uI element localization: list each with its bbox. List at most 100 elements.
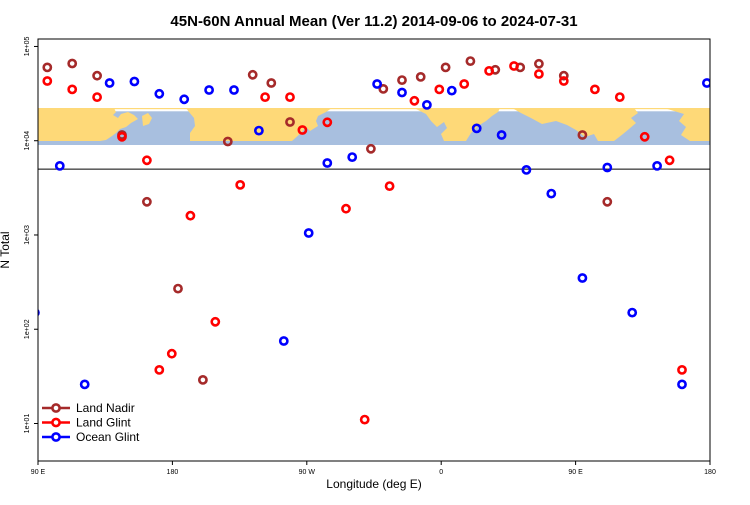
- series-land-glint: [42, 61, 687, 425]
- map-band-top-edge: [38, 108, 710, 110]
- data-point: [67, 84, 78, 95]
- x-tick-label: 90 E: [31, 469, 46, 476]
- data-point: [728, 78, 735, 85]
- data-point: [92, 92, 102, 102]
- data-point: [322, 117, 333, 128]
- data-point: [702, 78, 710, 88]
- data-point: [253, 125, 264, 136]
- data-point: [322, 158, 333, 168]
- data-point: [446, 85, 457, 96]
- data-point: [521, 164, 532, 175]
- data-point: [285, 117, 295, 127]
- data-point: [278, 336, 289, 346]
- data-point: [677, 364, 687, 375]
- data-points: [38, 56, 735, 425]
- chart-title: 45N-60N Annual Mean (Ver 11.2) 2014-09-0…: [170, 13, 577, 30]
- data-point: [247, 69, 258, 80]
- data-point: [465, 56, 476, 66]
- data-point: [260, 92, 270, 102]
- world-map-band: [38, 108, 710, 145]
- data-point: [397, 75, 407, 85]
- data-point: [577, 273, 588, 283]
- data-point: [577, 130, 588, 140]
- y-tick-label: 1e+04: [24, 131, 31, 151]
- data-point: [92, 70, 102, 81]
- map-landmass-north-america: [186, 108, 332, 141]
- data-point: [409, 95, 420, 106]
- data-point: [664, 155, 675, 166]
- data-point: [204, 85, 214, 95]
- data-point: [546, 188, 557, 199]
- data-point: [303, 228, 314, 238]
- y-tick-label: 1e+05: [24, 37, 31, 57]
- data-point: [141, 155, 152, 166]
- plot-frame: [37, 38, 711, 462]
- data-point: [459, 79, 470, 89]
- data-point: [347, 152, 358, 162]
- data-point: [154, 364, 165, 375]
- data-point: [235, 179, 246, 190]
- legend-entry: Land Nadir: [76, 401, 135, 415]
- map-landmass-east-asia: [142, 113, 152, 126]
- data-point: [67, 58, 78, 69]
- data-point: [534, 58, 544, 69]
- series-ocean-glint: [38, 76, 735, 390]
- data-point: [359, 414, 370, 425]
- data-point: [154, 88, 165, 99]
- data-point: [421, 100, 432, 110]
- map-landmass-europe: [414, 108, 500, 141]
- y-tick-label: 1e+01: [24, 414, 31, 434]
- data-point: [285, 92, 295, 102]
- data-point: [197, 374, 208, 385]
- data-point: [602, 196, 613, 207]
- data-point: [384, 181, 395, 191]
- x-tick-label: 90 W: [299, 469, 316, 476]
- data-point: [179, 94, 190, 105]
- legend-marker: [51, 432, 61, 442]
- x-tick-label: 180: [167, 469, 179, 476]
- data-point: [590, 84, 600, 95]
- data-point: [129, 76, 140, 87]
- data-point: [117, 131, 127, 142]
- data-point: [79, 379, 90, 390]
- data-point: [434, 84, 445, 95]
- data-point: [42, 76, 53, 86]
- legend-marker: [51, 417, 61, 428]
- x-tick-label: 90 E: [568, 469, 583, 476]
- x-axis-ticks: 90 E 180 90 W 0 90 E 180: [31, 461, 716, 476]
- data-point: [54, 160, 65, 171]
- x-tick-label: 180: [704, 469, 716, 476]
- data-point: [38, 308, 40, 317]
- y-tick-label: 1e+03: [24, 225, 31, 245]
- data-point: [341, 203, 351, 214]
- data-point: [558, 76, 569, 86]
- data-point: [639, 131, 650, 142]
- series-land-nadir: [42, 56, 613, 385]
- data-point: [677, 379, 687, 390]
- x-tick-label: 0: [439, 469, 443, 476]
- y-tick-label: 1e+02: [24, 319, 31, 339]
- data-point: [614, 92, 625, 102]
- y-axis-label: N Total: [0, 231, 12, 268]
- data-point: [210, 316, 221, 327]
- data-point: [104, 78, 115, 88]
- data-point: [229, 85, 239, 95]
- data-point: [222, 136, 233, 147]
- data-point: [496, 130, 507, 140]
- data-point: [365, 143, 376, 154]
- data-point: [266, 78, 277, 88]
- data-point: [415, 72, 426, 82]
- data-point: [297, 125, 308, 135]
- legend-entry: Ocean Glint: [76, 430, 140, 444]
- data-point: [534, 69, 544, 79]
- data-point: [185, 210, 196, 221]
- data-point: [471, 123, 482, 134]
- legend-marker: [51, 403, 61, 413]
- data-point: [372, 79, 382, 89]
- data-point: [378, 84, 389, 94]
- data-point: [166, 348, 177, 359]
- data-point: [652, 160, 662, 171]
